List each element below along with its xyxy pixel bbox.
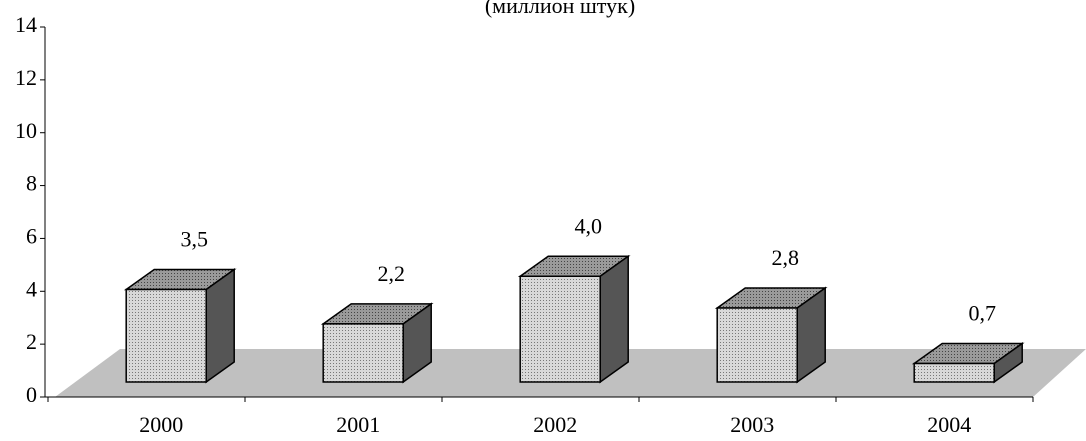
x-tick-label: 2004 [927, 412, 971, 437]
bar-face [519, 275, 601, 383]
bar [320, 302, 434, 384]
chart-title: (миллион штук) [485, 0, 635, 18]
y-tick-label: 6 [26, 223, 37, 248]
bar [123, 268, 237, 384]
x-tick-label: 2000 [139, 412, 183, 437]
bar-face [716, 307, 798, 383]
value-label: 2,2 [377, 261, 405, 286]
x-tick-label: 2001 [336, 412, 380, 437]
bar-face [205, 268, 235, 384]
bar-face [125, 288, 207, 383]
x-tick-label: 2003 [730, 412, 774, 437]
bar-face [913, 362, 995, 383]
y-tick-label: 2 [26, 329, 37, 354]
bar [911, 342, 1025, 384]
bar-face [599, 254, 629, 384]
bar [517, 254, 631, 384]
y-tick-label: 4 [26, 276, 37, 301]
y-tick-label: 14 [15, 12, 37, 37]
value-label: 4,0 [574, 213, 602, 238]
bar-face [322, 323, 404, 383]
x-tick-label: 2002 [533, 412, 577, 437]
value-label: 3,5 [180, 227, 208, 252]
value-label: 0,7 [968, 301, 996, 326]
y-tick-label: 12 [15, 65, 37, 90]
value-label: 2,8 [771, 245, 799, 270]
y-tick-label: 8 [26, 171, 37, 196]
y-tick-label: 10 [15, 118, 37, 143]
bar [714, 286, 828, 384]
y-tick-label: 0 [26, 382, 37, 407]
